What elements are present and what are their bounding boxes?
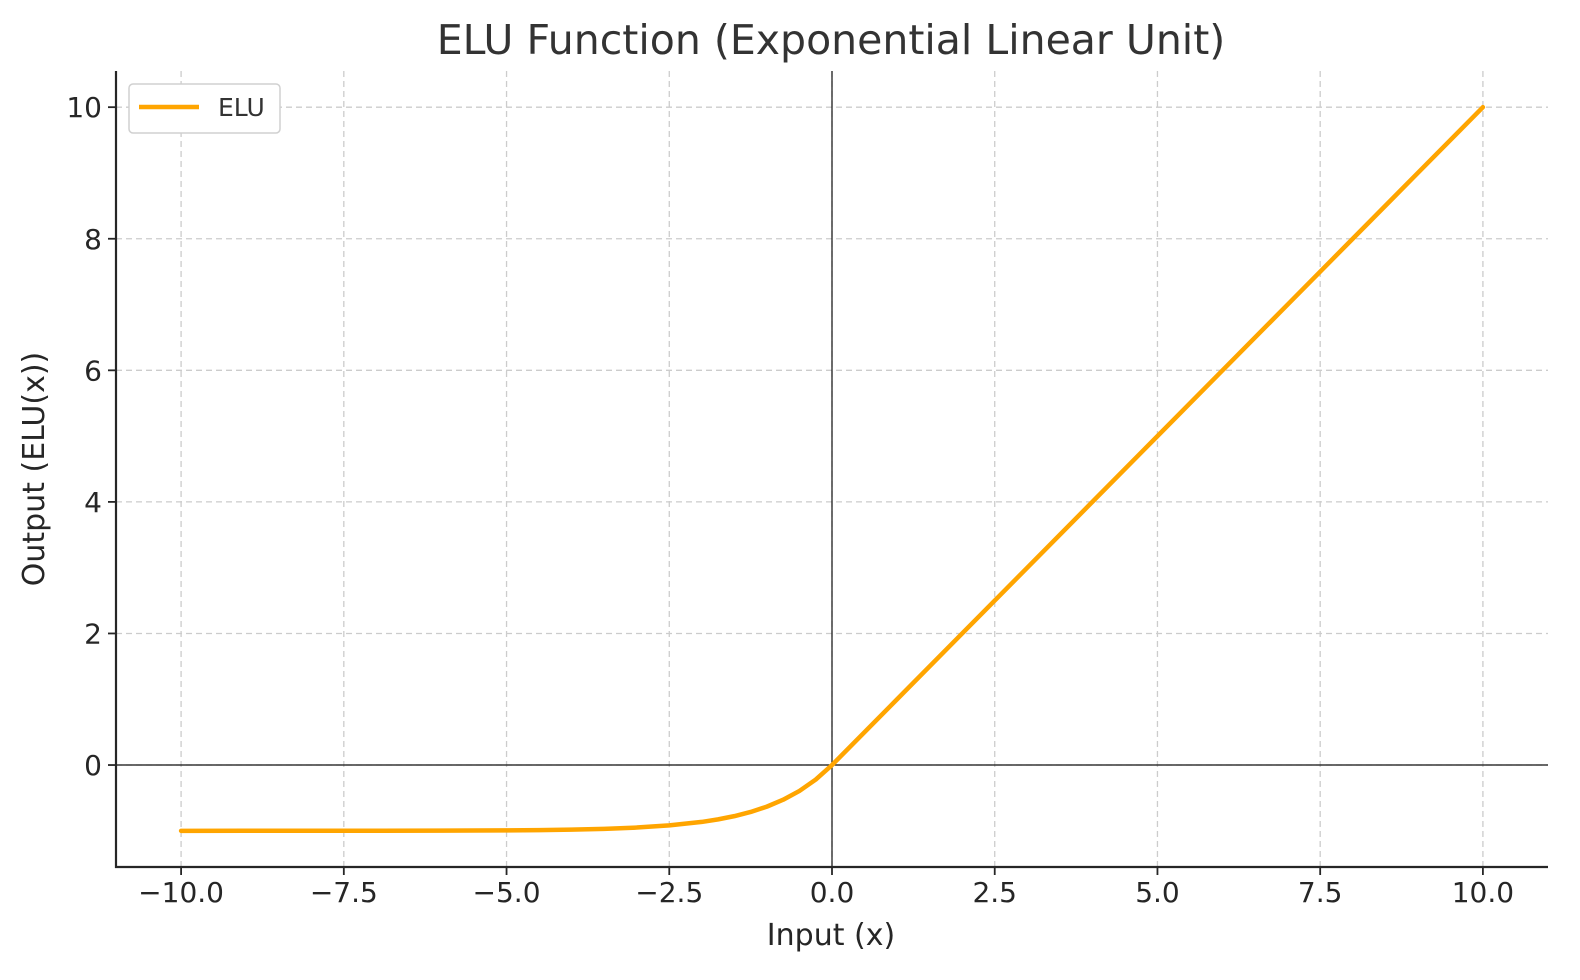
legend: ELU [128,83,281,134]
x-tick-label-0: −10.0 [138,876,224,909]
legend-box [128,83,281,134]
y-tick-label-3: 6 [84,354,102,387]
x-tick-labels: −10.0 −7.5 −5.0 −2.5 0.0 2.5 5.0 7.5 10.0 [138,876,1514,909]
y-tick-label-0: 0 [84,749,102,782]
y-tick-labels: 0 2 4 6 8 10 [66,91,102,782]
series-line-elu [178,104,1486,834]
legend-label-elu: ELU [218,93,265,122]
y-tick-label-4: 8 [84,223,102,256]
chart-title: ELU Function (Exponential Linear Unit) [437,16,1226,64]
y-tick-label-5: 10 [66,91,102,124]
series-layer [178,104,1486,834]
x-tick-label-6: 5.0 [1135,876,1180,909]
axes [108,71,1548,875]
reference-lines [116,71,1548,867]
y-tick-label-1: 2 [84,617,102,650]
x-tick-label-3: −2.5 [635,876,703,909]
x-tick-label-2: −5.0 [473,876,541,909]
y-axis-label: Output (ELU(x)) [17,352,52,586]
x-axis-label: Input (x) [767,918,895,953]
x-tick-label-7: 7.5 [1298,876,1343,909]
x-tick-label-1: −7.5 [310,876,378,909]
x-tick-label-4: 0.0 [810,876,855,909]
x-tick-label-8: 10.0 [1452,876,1514,909]
y-tick-label-2: 4 [84,486,102,519]
x-tick-label-5: 2.5 [972,876,1017,909]
